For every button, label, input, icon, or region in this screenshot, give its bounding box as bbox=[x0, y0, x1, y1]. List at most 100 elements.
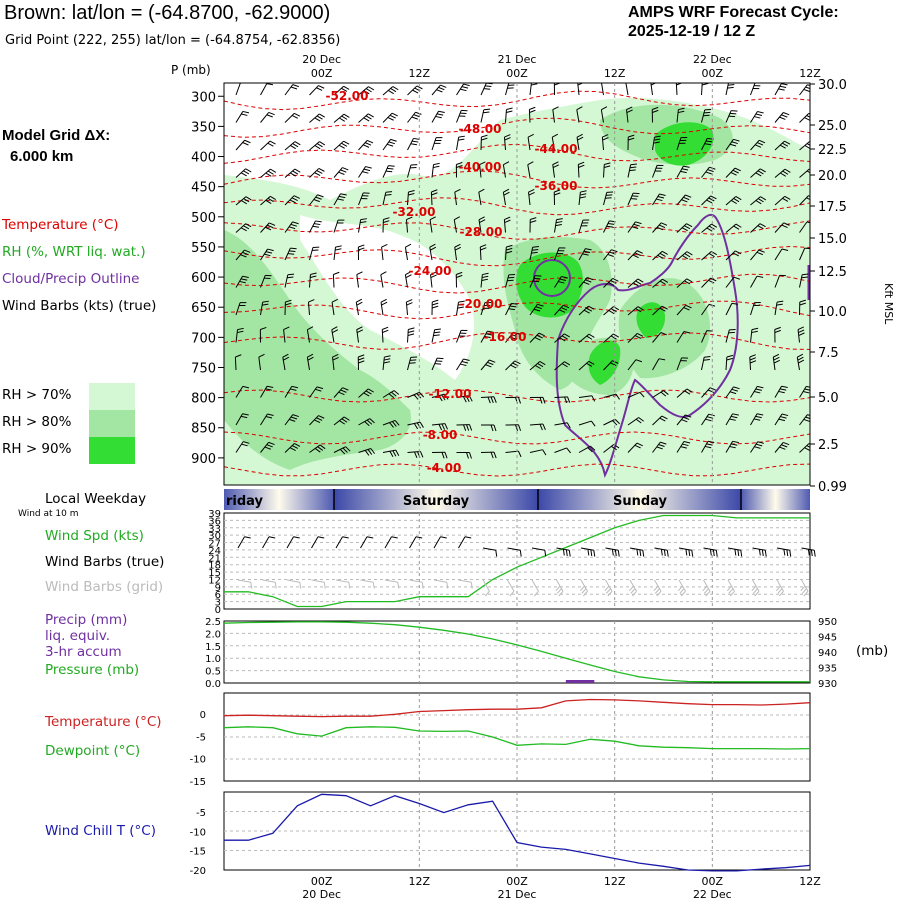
wind-barb-true bbox=[286, 536, 300, 549]
profile-wind-barb bbox=[480, 451, 497, 459]
barb-flag bbox=[752, 588, 758, 594]
barb-flag bbox=[504, 137, 511, 141]
profile-wind-barb bbox=[284, 141, 301, 151]
barb-flag bbox=[656, 226, 664, 231]
profile-wind-barb bbox=[578, 445, 596, 453]
barb-flag bbox=[554, 189, 561, 193]
barb-flag bbox=[412, 89, 419, 94]
barb-flag bbox=[635, 418, 642, 424]
barb-flag bbox=[410, 143, 418, 146]
barb-staff bbox=[701, 413, 710, 426]
barb-flag bbox=[364, 450, 370, 456]
barb-flag bbox=[384, 355, 391, 358]
wind-barb-true bbox=[703, 547, 718, 557]
barb-flag bbox=[706, 199, 713, 204]
barb-staff bbox=[505, 274, 510, 288]
wind-barb-grid bbox=[286, 579, 302, 589]
barb-flag bbox=[318, 85, 325, 89]
barb-staff bbox=[578, 305, 589, 316]
barb-flag bbox=[556, 588, 562, 594]
barb-flag bbox=[435, 115, 442, 119]
barb-flag bbox=[626, 79, 632, 82]
barb-flag bbox=[778, 590, 784, 597]
barb-flag bbox=[454, 243, 461, 248]
barb-flag bbox=[658, 444, 665, 447]
wind-barb-true bbox=[458, 536, 472, 549]
profile-wind-barb bbox=[480, 272, 489, 288]
barb-staff bbox=[235, 275, 243, 288]
barb-flag bbox=[332, 356, 339, 361]
barb-flag bbox=[730, 443, 738, 446]
wind-barb-grid bbox=[360, 579, 375, 589]
barb-staff bbox=[284, 274, 289, 288]
barb-staff bbox=[309, 247, 314, 261]
pressure-tick-label: 940 bbox=[818, 648, 837, 659]
barb-staff bbox=[776, 547, 790, 551]
barb-flag bbox=[456, 161, 463, 165]
barb-staff bbox=[284, 414, 294, 426]
wind-barb-grid bbox=[433, 579, 449, 589]
barb-flag bbox=[778, 418, 786, 422]
barb-flag bbox=[681, 199, 688, 203]
barb-flag bbox=[682, 443, 689, 447]
profile-wind-barb bbox=[333, 167, 349, 178]
profile-wind-barb bbox=[309, 415, 325, 426]
barb-staff bbox=[528, 192, 531, 206]
barb-flag bbox=[383, 217, 390, 220]
profile-wind-barb bbox=[529, 246, 539, 261]
profile-wind-barb bbox=[527, 161, 534, 178]
barb-staff bbox=[262, 579, 276, 583]
barb-staff bbox=[407, 164, 412, 178]
barb-flag bbox=[411, 116, 418, 120]
barb-staff bbox=[282, 357, 286, 371]
barb-staff bbox=[627, 192, 634, 206]
barb-flag bbox=[316, 417, 323, 421]
profile-wind-barb bbox=[505, 302, 518, 316]
profile-wind-barb bbox=[774, 441, 790, 453]
barb-flag bbox=[535, 306, 542, 310]
barb-flag bbox=[433, 165, 440, 169]
barb-flag bbox=[387, 117, 394, 121]
pressure-tick-label: 750 bbox=[191, 361, 216, 376]
temp-tick-label: -10 bbox=[190, 755, 206, 766]
barb-flag bbox=[291, 445, 299, 449]
barb-flag bbox=[542, 397, 546, 404]
profile-wind-barb bbox=[627, 163, 637, 178]
barb-flag bbox=[779, 144, 786, 149]
profile-wind-barb bbox=[479, 244, 487, 261]
barb-flag bbox=[529, 106, 536, 110]
pressure-tick-label: 850 bbox=[191, 422, 216, 437]
barb-flag bbox=[318, 168, 325, 172]
barb-flag bbox=[614, 418, 620, 425]
barb-staff bbox=[507, 579, 515, 592]
barb-flag bbox=[558, 309, 566, 313]
barb-flag bbox=[610, 280, 617, 284]
profile-wind-barb bbox=[676, 441, 691, 453]
grid-point-line: Grid Point (222, 255) lat/lon = (-64.875… bbox=[5, 33, 341, 48]
profile-wind-barb bbox=[701, 108, 712, 123]
barb-staff bbox=[260, 413, 268, 426]
barb-flag bbox=[533, 590, 539, 597]
barb-staff bbox=[286, 536, 294, 549]
barb-flag bbox=[265, 172, 272, 177]
profile-wind-barb bbox=[234, 354, 242, 371]
barb-flag bbox=[807, 414, 810, 417]
barb-flag bbox=[382, 326, 389, 330]
barb-flag bbox=[800, 585, 806, 592]
barb-flag bbox=[727, 83, 735, 86]
barb-staff bbox=[551, 137, 555, 151]
profile-wind-barb bbox=[554, 276, 568, 288]
barb-flag bbox=[531, 251, 538, 254]
barb-staff bbox=[407, 329, 409, 343]
barb-flag bbox=[483, 111, 490, 114]
barb-flag bbox=[314, 117, 321, 122]
profile-wind-barb bbox=[576, 133, 584, 151]
bottom-hour-label: 00Z bbox=[702, 875, 724, 888]
barb-flag bbox=[316, 87, 323, 91]
barb-flag bbox=[583, 250, 591, 253]
barb-staff bbox=[309, 386, 318, 398]
barb-flag bbox=[289, 199, 296, 204]
barb-staff bbox=[258, 357, 261, 371]
barb-flag bbox=[469, 452, 472, 459]
barb-flag bbox=[755, 388, 762, 391]
